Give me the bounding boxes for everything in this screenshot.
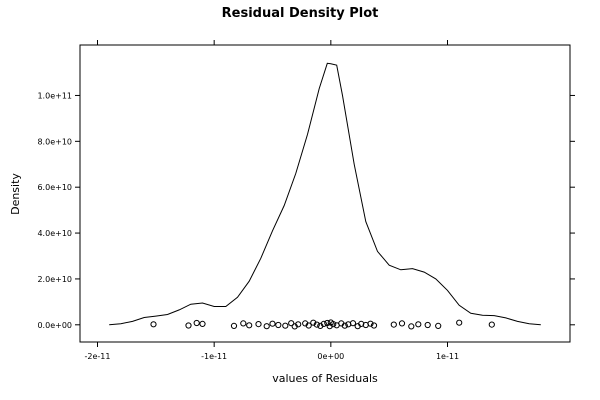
rug-point xyxy=(398,320,406,327)
y-tick-label: 4.0e+10 xyxy=(37,229,72,238)
rug-point xyxy=(295,321,302,328)
x-tick-label: -1e-11 xyxy=(201,352,227,361)
y-axis-label: Density xyxy=(9,173,22,215)
rug-point xyxy=(282,322,289,329)
x-axis: -2e-11 -1e-11 0e+00 1e-11 xyxy=(85,40,459,361)
y-tick-label: 8.0e+10 xyxy=(37,137,72,146)
y-tick-label: 6.0e+10 xyxy=(37,183,72,192)
rug-point xyxy=(488,321,495,328)
y-tick-label: 0.0e+00 xyxy=(37,321,72,330)
rug-point xyxy=(255,321,262,328)
rug-point xyxy=(370,322,378,329)
y-axis: 0.0e+00 2.0e+10 4.0e+10 6.0e+10 8.0e+10 1.0e+… xyxy=(37,91,575,330)
rug-point xyxy=(367,320,374,327)
rug-point xyxy=(246,322,253,329)
rug-point xyxy=(305,322,312,329)
plot-frame xyxy=(79,44,571,343)
rug-point xyxy=(313,321,320,328)
rug-point xyxy=(349,320,357,327)
density-curve xyxy=(109,62,541,326)
rug-point xyxy=(275,321,282,329)
rug-point xyxy=(435,322,442,329)
rug-point xyxy=(456,319,463,326)
rug-point xyxy=(341,322,348,329)
y-tick-label: 2.0e+10 xyxy=(37,275,72,284)
x-tick-label: 0e+00 xyxy=(317,352,344,361)
rug-point xyxy=(193,319,200,327)
rug-point xyxy=(415,321,422,328)
rug-point xyxy=(263,323,270,330)
rug-point xyxy=(240,320,247,327)
rug-point xyxy=(320,320,327,327)
x-tick-label: 1e-11 xyxy=(436,352,459,361)
rug-point xyxy=(230,322,238,329)
y-tick-label: 1.0e+11 xyxy=(37,91,72,100)
rug-point xyxy=(185,322,192,329)
rug-point xyxy=(288,320,295,327)
rug-point xyxy=(408,323,415,330)
rug-point xyxy=(424,321,431,329)
rug-point xyxy=(150,321,157,328)
rug-point xyxy=(390,321,397,328)
rug-points xyxy=(150,319,495,330)
x-axis-label: values of Residuals xyxy=(272,372,378,385)
rug-point xyxy=(269,320,276,327)
rug-point xyxy=(330,321,337,328)
rug-point xyxy=(310,319,317,326)
x-tick-label: -2e-11 xyxy=(85,352,111,361)
chart-title: Residual Density Plot xyxy=(222,6,379,21)
rug-point xyxy=(199,320,206,327)
